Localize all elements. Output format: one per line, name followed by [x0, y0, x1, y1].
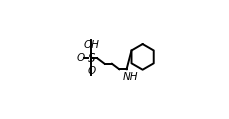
Text: O: O: [76, 53, 85, 63]
Text: O: O: [87, 66, 95, 76]
Text: OH: OH: [83, 40, 99, 50]
Text: S: S: [87, 52, 95, 65]
Text: NH: NH: [122, 72, 137, 82]
